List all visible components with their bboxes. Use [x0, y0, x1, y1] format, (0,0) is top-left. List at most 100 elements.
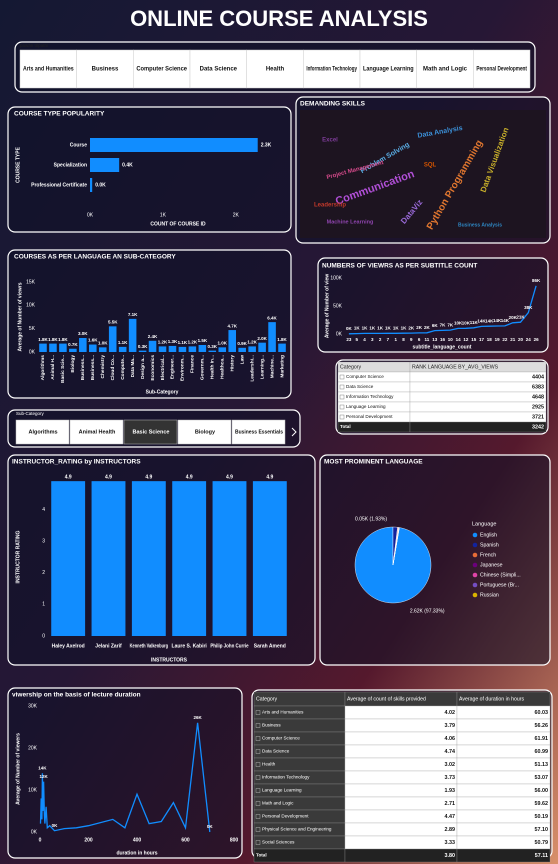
data-label: 2K	[408, 325, 415, 330]
table-cell-text: 3.73	[445, 775, 456, 781]
slicer-arrow	[291, 427, 297, 437]
bar	[148, 340, 157, 352]
bar	[131, 481, 166, 636]
slicer-button[interactable]	[177, 419, 232, 445]
bar	[138, 350, 147, 352]
x-tick-label: 0K	[87, 212, 94, 218]
expand-icon	[255, 749, 261, 754]
data-label: 0.4K	[122, 162, 133, 168]
data-label: 11K	[470, 320, 479, 325]
table-cell	[409, 391, 547, 403]
x-tick-label: Compute...	[120, 355, 126, 380]
x-tick-label: 24	[526, 337, 532, 342]
slicer-button-label: Animal Health	[79, 429, 116, 435]
x-tick-label: Healthca...	[220, 355, 226, 379]
dashboard-title: ONLINE COURSE ANALYSIS	[130, 6, 428, 31]
x-tick-label: Algorithms	[40, 355, 46, 381]
table-cell-text: Total	[256, 853, 267, 858]
x-axis-title: Sub-Category	[146, 389, 179, 395]
slicer-button[interactable]	[246, 49, 304, 89]
table-cell-text: 4.47	[445, 814, 456, 820]
data-label: 0K	[207, 824, 214, 829]
skill-word: Leadership	[314, 203, 346, 209]
skill-word: Excel	[322, 138, 338, 144]
data-label: 1K	[401, 325, 408, 330]
bar	[258, 342, 266, 352]
slicer-button[interactable]	[15, 419, 70, 445]
data-label: 7K	[440, 323, 447, 328]
panel	[7, 687, 243, 859]
x-tick-label: Electrical...	[160, 355, 166, 380]
y-tick-label: 10K	[26, 303, 36, 309]
x-tick-label: 17	[479, 337, 485, 342]
panel	[7, 249, 292, 399]
data-label: 1.8K	[48, 337, 58, 342]
table-cell-text: Business	[262, 723, 281, 728]
table-cell-text: 2.89	[445, 827, 456, 833]
expand-icon	[339, 394, 345, 400]
slicer-button[interactable]	[473, 49, 531, 89]
table-cell	[344, 835, 458, 850]
slicer-button[interactable]	[69, 419, 124, 445]
x-tick-label: 16	[440, 337, 446, 342]
x-tick-label: Animal H...	[50, 355, 56, 380]
table-cell	[253, 848, 346, 863]
slicer-button[interactable]	[416, 49, 474, 89]
table-cell-text: Language Learning	[262, 788, 302, 793]
data-label: 1.8K	[38, 337, 48, 342]
table-cell-text: 3.80	[445, 853, 456, 859]
slicer-button-label: Biology	[195, 429, 216, 435]
data-label: 1.8K	[277, 337, 287, 342]
table-cell	[344, 822, 458, 837]
slicer-button[interactable]	[133, 49, 191, 89]
table-cell-text: 3.79	[445, 723, 456, 729]
bar	[90, 158, 120, 172]
slicer-button[interactable]	[231, 419, 286, 445]
bar	[69, 348, 77, 352]
x-tick-label: Machine...	[269, 355, 275, 378]
bar	[218, 347, 227, 352]
x-tick-label: Sarah Amend	[254, 643, 286, 649]
expand-icon	[255, 788, 261, 793]
x-tick-label: 20	[518, 337, 524, 342]
legend-swatch	[472, 552, 478, 558]
x-tick-label: 23	[346, 337, 352, 342]
table-cell-text: Computer Science	[262, 736, 300, 741]
table-cell	[409, 371, 547, 383]
table-cell	[409, 411, 547, 423]
data-label: 2.0K	[257, 336, 267, 341]
data-label: 2.62K (97.33%)	[410, 608, 445, 614]
slicer-button-label: Business Essentials	[235, 429, 283, 435]
x-axis-title: duration in hours	[116, 850, 157, 856]
x-tick-label: 10	[448, 337, 454, 342]
data-label: 3.0K	[78, 331, 88, 336]
slicer-button-label: Computer Science	[136, 67, 187, 73]
data-label: 5.5K	[108, 320, 118, 325]
data-label: 14K	[38, 765, 47, 770]
x-tick-label: Cloud Co...	[110, 355, 116, 380]
slicer-button[interactable]	[303, 49, 361, 89]
data-label: 2.4K	[148, 334, 158, 339]
table-cell-text: 6383	[532, 384, 544, 390]
legend-label: Russian	[480, 592, 499, 598]
line-series	[348, 285, 537, 335]
data-label: 1.3K	[168, 339, 178, 344]
chart-title: NUMBERS OF VIEWRS AS PER SUBTITLE COUNT	[322, 263, 477, 270]
slicer-button[interactable]	[359, 49, 417, 89]
x-tick-label: Engineer...	[170, 355, 176, 379]
y-axis-title: INSTRUCTOR RATING	[15, 530, 21, 583]
slicer-button[interactable]	[76, 49, 134, 89]
data-label: 4.7K	[227, 323, 237, 328]
legend-swatch	[472, 572, 478, 578]
x-tick-label: 200	[84, 837, 93, 843]
table-cell-text: Personal Development	[346, 414, 393, 419]
legend-title: Language	[472, 521, 496, 527]
table-cell-text: Arts and Humanities	[262, 710, 304, 715]
slicer-button-label: Information Technology	[306, 67, 357, 73]
slicer-button[interactable]	[123, 419, 178, 445]
data-label: 26K	[193, 715, 202, 720]
chart-title: MOST PROMINENT LANGUAGE	[324, 459, 423, 466]
x-tick-label: Jelani Zarif	[95, 643, 122, 649]
table-cell-text: Physical Science and Engineering	[262, 827, 332, 832]
data-label: 2K	[424, 325, 431, 330]
